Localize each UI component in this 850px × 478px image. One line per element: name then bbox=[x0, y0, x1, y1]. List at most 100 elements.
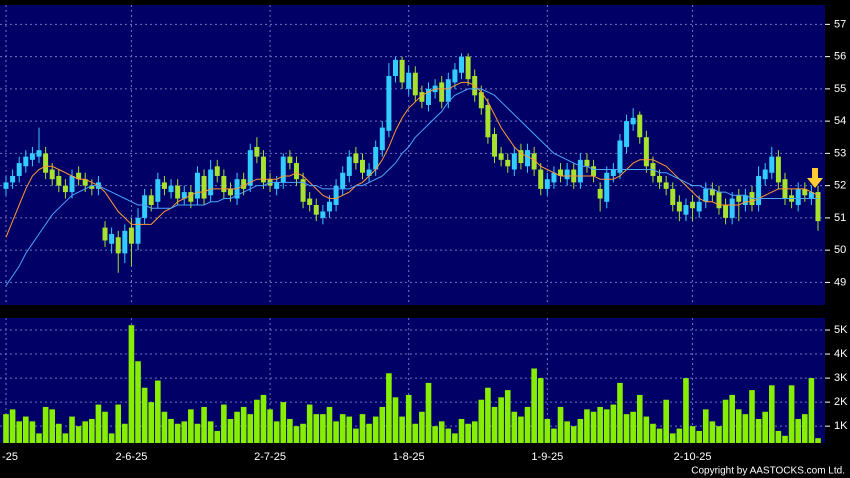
candle-body bbox=[558, 169, 564, 176]
candle-body bbox=[188, 192, 194, 202]
candle-body bbox=[161, 182, 167, 189]
candle-body bbox=[326, 201, 332, 212]
volume-bar bbox=[445, 428, 452, 443]
volume-bar bbox=[768, 385, 775, 443]
candle-body bbox=[89, 185, 95, 189]
volume-bar bbox=[280, 402, 287, 443]
volume-bar bbox=[782, 435, 788, 443]
y-tick-label: 4K bbox=[834, 348, 848, 360]
candle-body bbox=[82, 179, 88, 186]
candle-body bbox=[683, 205, 689, 215]
candle-body bbox=[214, 166, 220, 176]
candle-body bbox=[208, 169, 214, 196]
volume-bar bbox=[603, 409, 610, 443]
volume-bar bbox=[3, 414, 9, 443]
candle-body bbox=[525, 150, 531, 167]
y-tick-label: 3K bbox=[834, 372, 848, 384]
candle-body bbox=[518, 150, 524, 164]
volume-bar bbox=[498, 397, 504, 443]
candle-body bbox=[637, 114, 643, 138]
candle-body bbox=[412, 72, 418, 96]
candle-body bbox=[260, 156, 266, 183]
candle-body bbox=[729, 198, 735, 218]
volume-bar bbox=[425, 382, 432, 443]
volume-bar bbox=[570, 426, 577, 443]
volume-bar bbox=[557, 406, 564, 443]
candle-body bbox=[690, 201, 696, 209]
candle-body bbox=[531, 153, 537, 170]
candle-body bbox=[148, 195, 154, 205]
volume-bar bbox=[544, 418, 551, 443]
volume-bar bbox=[432, 426, 438, 443]
volume-bar bbox=[749, 390, 755, 443]
x-tick-label: 2-7-25 bbox=[254, 451, 286, 463]
candle-body bbox=[3, 182, 9, 189]
candle-body bbox=[293, 163, 299, 180]
candle-body bbox=[168, 185, 174, 193]
candle-body bbox=[109, 234, 115, 244]
candle-body bbox=[128, 227, 134, 244]
candle-body bbox=[452, 69, 458, 83]
volume-bar bbox=[669, 433, 676, 443]
volume-bar bbox=[9, 409, 16, 443]
volume-bar bbox=[663, 399, 669, 443]
y-tick-label: 56 bbox=[834, 51, 846, 63]
volume-bar bbox=[260, 394, 267, 443]
volume-bar bbox=[168, 418, 174, 443]
volume-bar bbox=[300, 423, 306, 443]
volume-bar bbox=[471, 421, 478, 443]
candle-body bbox=[254, 146, 260, 157]
candle-body bbox=[287, 156, 293, 164]
candle-body bbox=[492, 134, 498, 157]
volume-bar bbox=[75, 426, 82, 443]
volume-bar bbox=[359, 414, 366, 443]
candle-body bbox=[386, 75, 392, 131]
candle-body bbox=[551, 172, 557, 183]
volume-bar bbox=[716, 426, 722, 443]
volume-bar bbox=[155, 380, 161, 443]
candle-body bbox=[333, 185, 339, 205]
candle-body bbox=[459, 56, 465, 73]
volume-bar bbox=[696, 430, 702, 443]
candle-body bbox=[591, 166, 597, 176]
volume-bar bbox=[82, 421, 89, 443]
volume-bar bbox=[729, 394, 735, 443]
volume-bar bbox=[801, 414, 808, 443]
candle-body bbox=[274, 182, 280, 189]
volume-bar bbox=[405, 394, 412, 443]
candle-body bbox=[122, 230, 128, 254]
candle-body bbox=[716, 192, 722, 209]
candle-body bbox=[300, 179, 306, 202]
volume-bar bbox=[524, 406, 531, 443]
candle-body bbox=[709, 188, 715, 196]
volume-bar bbox=[49, 409, 56, 443]
volume-bar bbox=[62, 433, 69, 443]
volume-bar bbox=[293, 426, 300, 443]
volume-bar bbox=[465, 423, 471, 443]
candle-body bbox=[399, 59, 405, 83]
volume-bar bbox=[227, 418, 234, 443]
volume-bar bbox=[56, 423, 62, 443]
candle-body bbox=[538, 169, 544, 189]
volume-bar bbox=[339, 414, 346, 443]
volume-bar bbox=[735, 409, 742, 443]
volume-bar bbox=[174, 423, 181, 443]
candle-body bbox=[676, 201, 682, 212]
candle-body bbox=[135, 217, 141, 244]
candle-body bbox=[69, 175, 75, 193]
candle-body bbox=[723, 205, 729, 218]
candle-body bbox=[76, 172, 82, 180]
volume-bar bbox=[333, 421, 339, 443]
candle-body bbox=[643, 137, 649, 167]
volume-bar bbox=[636, 394, 643, 443]
volume-bar bbox=[379, 406, 386, 443]
volume-bar bbox=[478, 399, 485, 443]
chart-layer: -25 2-6-25 2-7-25 1-8-25 1-9-25 2-10-25 49 50 51… bbox=[0, 5, 848, 463]
candle-body bbox=[142, 195, 148, 218]
candle-body bbox=[762, 169, 768, 180]
x-tick-label: 1-9-25 bbox=[531, 451, 563, 463]
candle-body bbox=[426, 88, 432, 105]
candle-body bbox=[465, 56, 471, 80]
volume-bar bbox=[399, 416, 405, 443]
volume-bar bbox=[643, 416, 650, 443]
